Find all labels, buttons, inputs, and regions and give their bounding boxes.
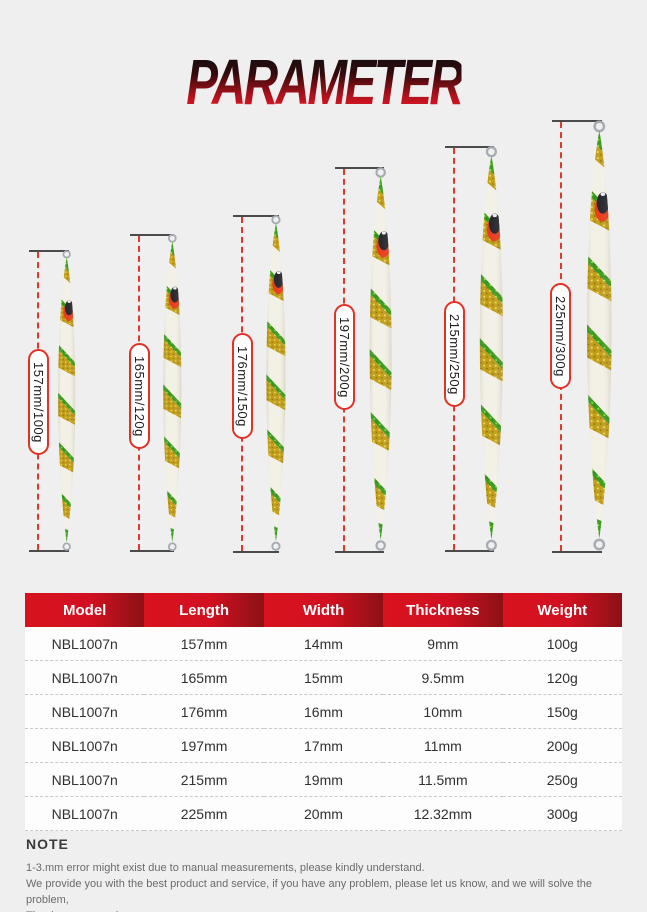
cell-width: 14mm [263,627,384,661]
cell-width: 15mm [263,660,384,695]
dimension-cap-bottom [29,550,69,552]
cell-model: NBL1007n [25,728,145,763]
col-header-weight: Weight [502,593,622,627]
cell-weight: 150g [502,694,622,729]
size-label-pill: 165mm/120g [129,343,150,449]
dimension-cap-top [29,250,69,252]
cell-weight: 200g [502,728,622,763]
dimension-cap-top [552,120,602,122]
size-label-pill: 225mm/300g [550,283,571,389]
cell-weight: 300g [502,796,622,831]
table-row: NBL1007n 197mm 17mm 11mm 200g [25,728,622,763]
spec-table: Model Length Width Thickness Weight NBL1… [25,593,622,831]
jig-lure-image [477,145,506,552]
cell-width: 20mm [263,796,384,831]
cell-width: 19mm [263,762,384,797]
size-label-pill: 197mm/200g [334,304,355,410]
size-label: 225mm/300g [553,295,568,377]
spec-table-header: Model Length Width Thickness Weight [25,593,622,627]
cell-thickness: 11.5mm [383,762,503,797]
dimension-cap-bottom [445,550,494,552]
size-label: 215mm/250g [447,313,462,395]
cell-thickness: 9.5mm [383,660,503,695]
cell-thickness: 11mm [383,728,503,763]
dimension-cap-bottom [233,551,279,553]
cell-thickness: 12.32mm [383,796,503,831]
table-row: NBL1007n 215mm 19mm 11.5mm 250g [25,762,622,797]
dimension-cap-bottom [552,551,602,553]
note-line: Thank you so much. [26,908,626,912]
jig-lure-image [161,233,184,552]
header-row: Model Length Width Thickness Weight [25,593,622,627]
cell-length: 157mm [144,627,264,661]
cell-model: NBL1007n [25,627,145,661]
cell-thickness: 10mm [383,694,503,729]
dimension-cap-top [233,215,279,217]
dimension-cap-bottom [335,551,384,553]
lure-stage: 157mm/100g 165mm/120g 176mm/150g 197mm/2… [28,0,647,553]
col-header-width: Width [263,593,384,627]
jig-lure-image [367,166,394,552]
dimension-cap-bottom [130,550,174,552]
cell-thickness: 9mm [383,627,503,661]
size-label: 165mm/120g [132,355,147,437]
cell-width: 17mm [263,728,384,763]
table-row: NBL1007n 176mm 16mm 10mm 150g [25,694,622,729]
cell-length: 197mm [144,728,264,763]
cell-weight: 250g [502,762,622,797]
table-row: NBL1007n 225mm 20mm 12.32mm 300g [25,796,622,831]
cell-length: 176mm [144,694,264,729]
size-label: 197mm/200g [337,316,352,398]
dimension-cap-top [445,146,494,148]
jig-lure-image [56,249,77,552]
size-label-pill: 215mm/250g [444,301,465,407]
note-section: NOTE 1-3.mm error might exist due to man… [26,836,626,912]
dimension-cap-top [130,234,174,236]
col-header-thickness: Thickness [383,593,503,627]
jig-lure-image [264,214,288,552]
cell-width: 16mm [263,694,384,729]
table-row: NBL1007n 165mm 15mm 9.5mm 120g [25,660,622,695]
note-line: We provide you with the best product and… [26,878,592,906]
cell-length: 215mm [144,762,264,797]
cell-model: NBL1007n [25,796,145,831]
table-row: NBL1007n 157mm 14mm 9mm 100g [25,627,622,661]
cell-model: NBL1007n [25,694,145,729]
size-label-pill: 157mm/100g [28,349,49,455]
cell-weight: 120g [502,660,622,695]
cell-model: NBL1007n [25,762,145,797]
size-label: 157mm/100g [31,361,46,443]
cell-weight: 100g [502,627,622,661]
note-line: 1-3.mm error might exist due to manual m… [26,862,425,874]
cell-length: 165mm [144,660,264,695]
note-heading: NOTE [26,836,69,852]
size-label-pill: 176mm/150g [232,333,253,439]
dimension-cap-top [335,167,384,169]
jig-lure-image [584,119,615,552]
spec-table-body: NBL1007n 157mm 14mm 9mm 100g NBL1007n 16… [25,627,622,831]
size-label: 176mm/150g [235,345,250,427]
col-header-length: Length [144,593,264,627]
cell-model: NBL1007n [25,660,145,695]
cell-length: 225mm [144,796,264,831]
col-header-model: Model [25,593,145,627]
